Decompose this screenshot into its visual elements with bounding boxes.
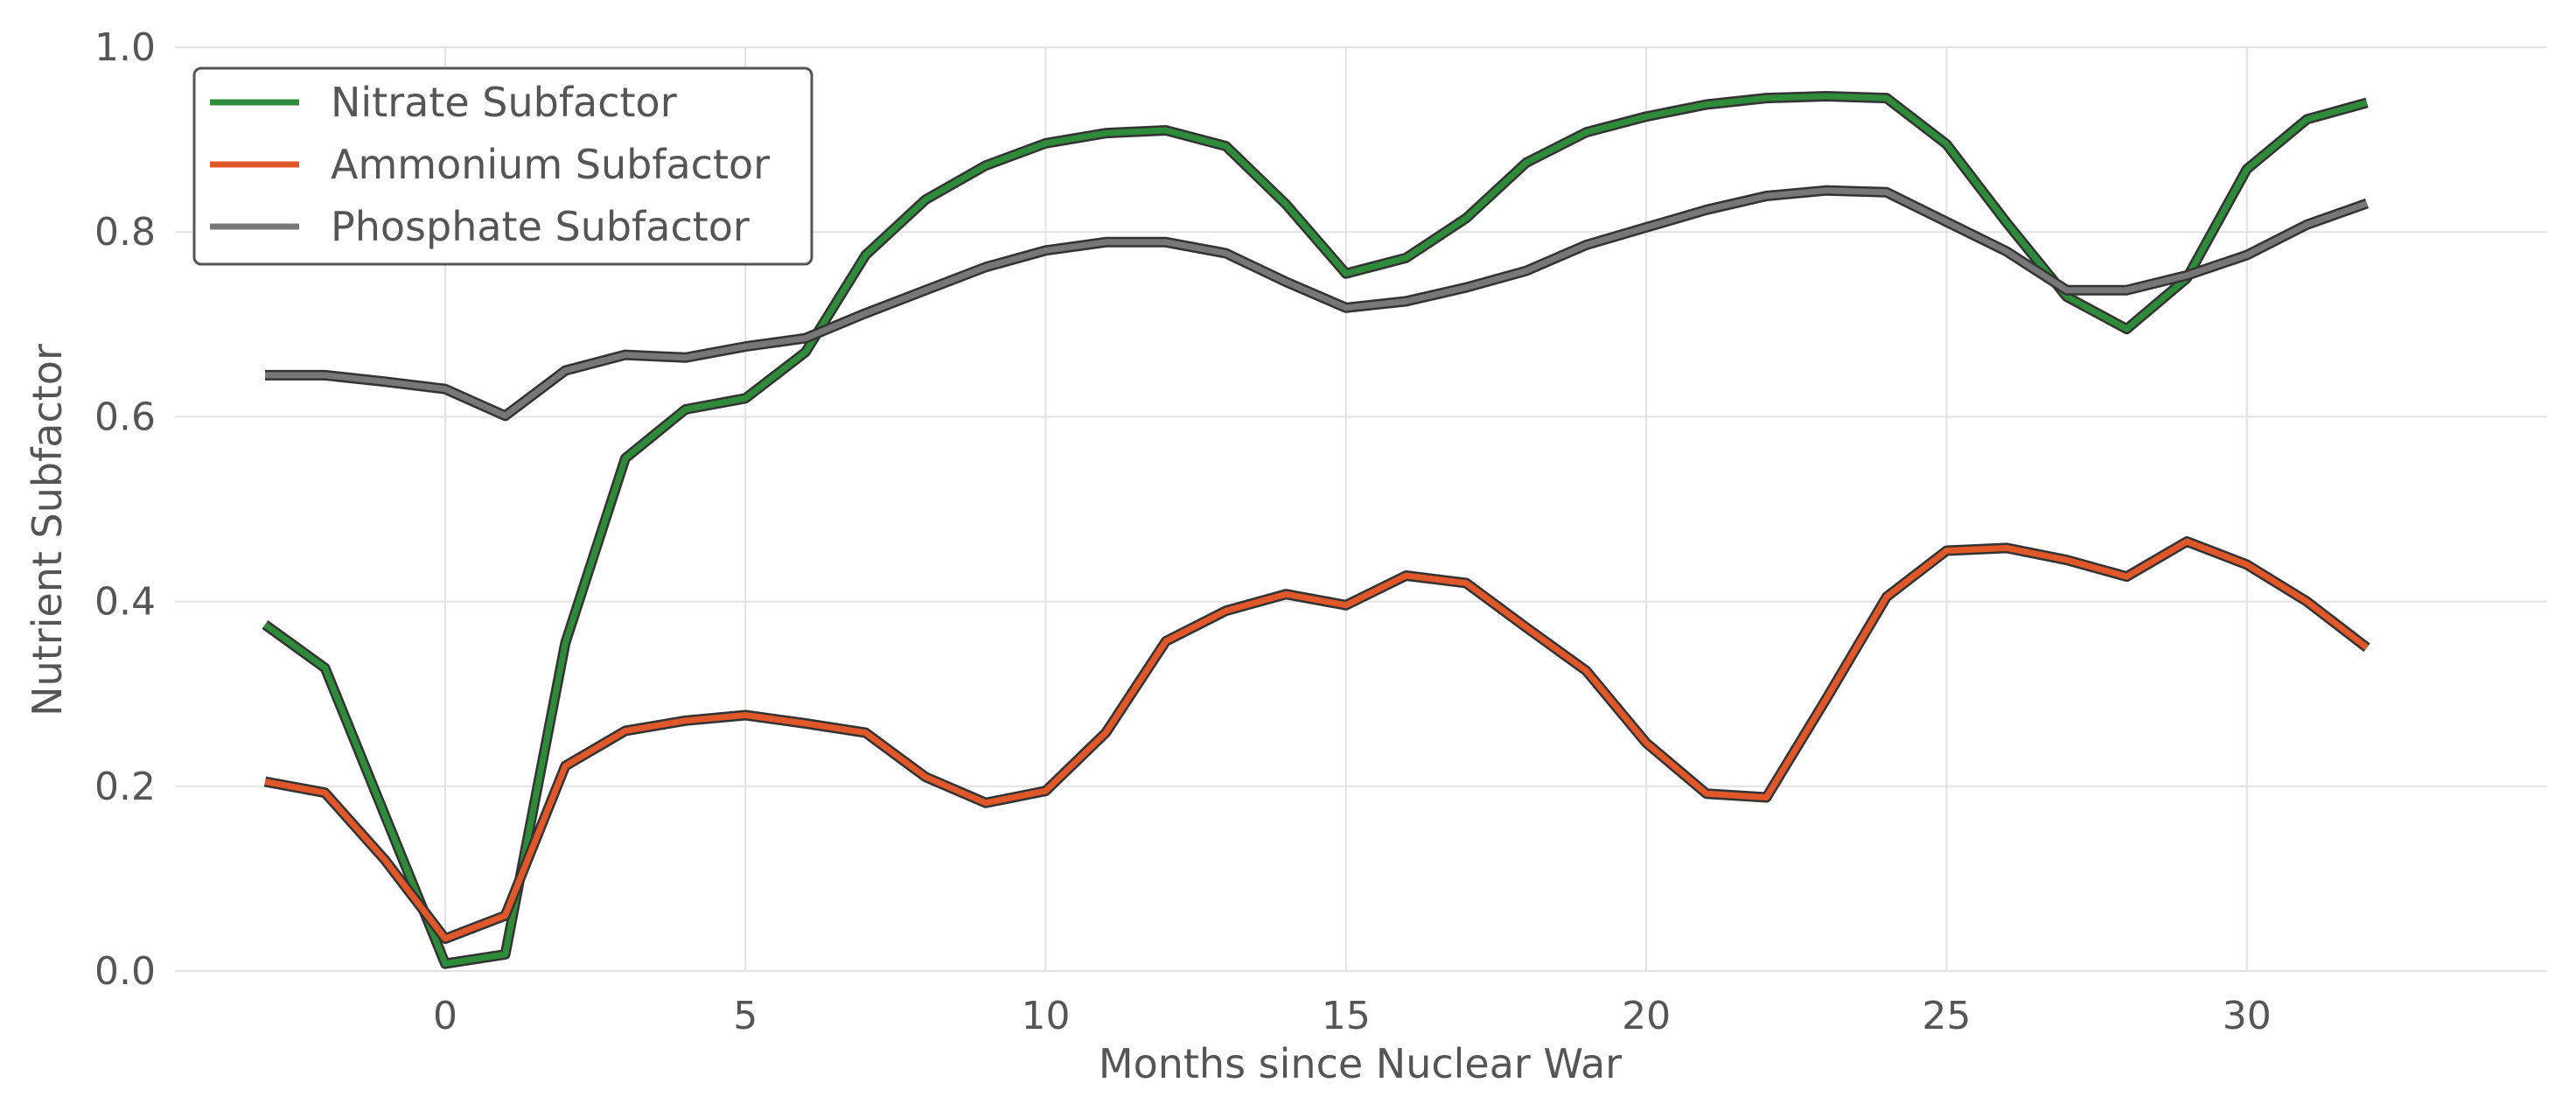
legend-label: Phosphate Subfactor [331,203,750,250]
y-tick-label: 0.2 [94,765,156,809]
x-tick-label: 25 [1922,994,1971,1038]
series-lines [262,91,2370,969]
y-tick-label: 1.0 [94,25,156,70]
series-line-1 [262,91,2369,969]
grid [175,46,2547,972]
x-axis-title: Months since Nuclear War [1099,1040,1622,1087]
series-line-stroke [262,93,2368,968]
series-line-stroke [264,538,2370,942]
legend-label: Ammonium Subfactor [331,141,770,188]
series-line-stroke [265,187,2369,419]
legend-label: Nitrate Subfactor [331,79,677,126]
y-tick-label: 0.8 [94,210,156,255]
legend-item: Nitrate Subfactor [210,79,677,126]
y-tick-label: 0.6 [94,395,156,439]
legend-item: Ammonium Subfactor [210,141,770,188]
legend-item: Phosphate Subfactor [210,203,750,250]
x-tick-label: 20 [1622,994,1671,1038]
x-tick-label: 0 [433,994,457,1038]
y-tick-label: 0.0 [94,949,156,994]
series-line-2 [263,536,2370,944]
x-tick-label: 15 [1322,994,1371,1038]
legend-frame [192,66,813,266]
y-tick-label: 0.4 [94,580,156,625]
legend: Nitrate Subfactor Ammonium Subfactor Phosp… [192,66,813,266]
y-axis-title: Nutrient Subfactor [24,344,71,716]
tick-labels: 0.0 0.2 0.4 0.6 0.8 1.0 0 5 10 15 20 25 30 [94,25,2272,1038]
x-tick-label: 5 [733,994,757,1038]
x-tick-label: 30 [2223,994,2272,1038]
x-tick-label: 10 [1022,994,1071,1038]
series-line-3 [265,185,2370,422]
